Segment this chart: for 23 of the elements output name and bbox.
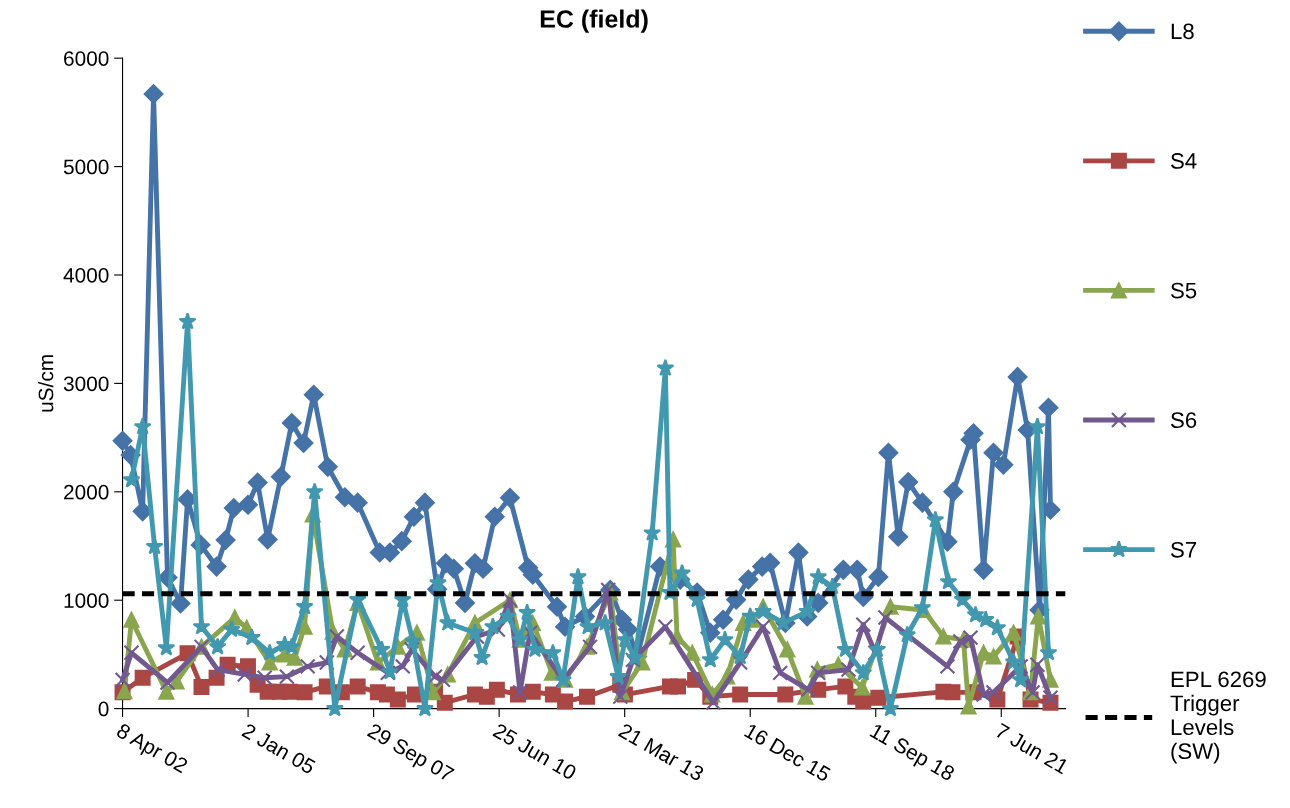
legend-label: S7 [1170, 541, 1197, 558]
x-tick-label: 29 Sep 07 [364, 722, 455, 786]
x-tick-label: 16 Dec 15 [743, 723, 832, 783]
y-tick-label: 0 [98, 701, 109, 717]
legend-label: EPL 6269 Trigger Levels (SW) [1170, 671, 1266, 764]
y-tick-label: 5000 [63, 159, 109, 175]
chart-title: EC (field) [540, 9, 648, 33]
x-tick-label: 25 Jun 10 [492, 722, 578, 781]
y-tick-label: 1000 [64, 593, 109, 608]
legend-label: L8 [1171, 23, 1194, 40]
x-tick-label: 7 Jun 21 [994, 722, 1070, 775]
legend-label: S6 [1170, 412, 1197, 429]
legend-label: S5 [1170, 282, 1197, 299]
legend-label: S4 [1170, 153, 1197, 169]
y-tick-label: 4000 [63, 267, 109, 283]
x-tick-label: 2 Jan 05 [241, 722, 317, 775]
y-tick-label: 6000 [64, 51, 109, 66]
y-axis-title: uS/cm [38, 355, 54, 412]
x-tick-label: 8 Apr 02 [113, 722, 189, 777]
y-tick-label: 2000 [64, 484, 109, 500]
x-tick-label: 11 Sep 18 [867, 723, 956, 785]
y-tick-label: 3000 [63, 376, 109, 392]
x-tick-label: 21 Mar 13 [617, 722, 705, 782]
